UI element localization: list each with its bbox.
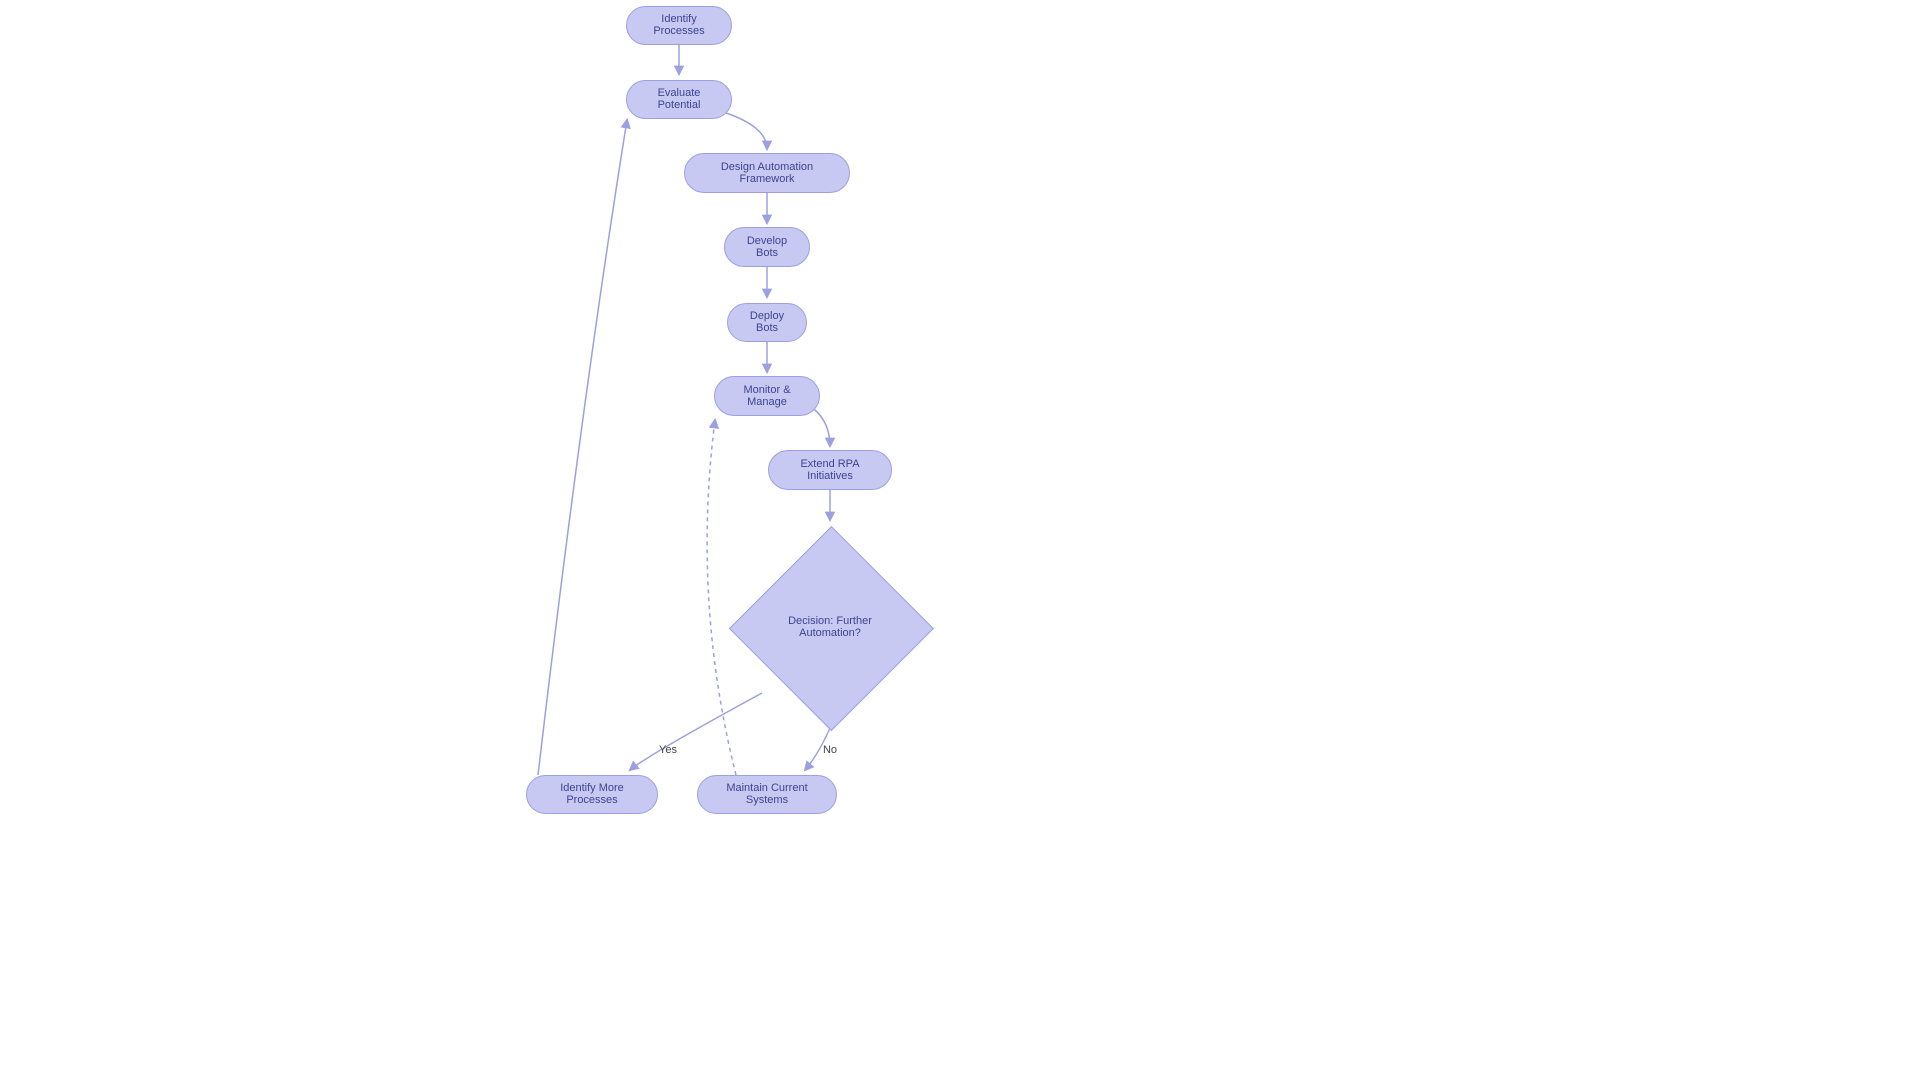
node-label: Evaluate Potential — [645, 87, 713, 111]
node-evaluate-potential: Evaluate Potential — [626, 80, 732, 119]
flowchart-canvas: Identify Processes Evaluate Potential De… — [0, 0, 1920, 1080]
node-label: Identify Processes — [645, 13, 713, 37]
node-label: Deploy Bots — [746, 310, 788, 334]
node-label: Monitor & Manage — [733, 384, 801, 408]
edge-label-yes: Yes — [648, 744, 688, 756]
node-identify-processes: Identify Processes — [626, 6, 732, 45]
node-label: Maintain Current Systems — [716, 782, 818, 806]
node-label: Extend RPA Initiatives — [787, 458, 873, 482]
node-maintain-current-systems: Maintain Current Systems — [697, 775, 837, 814]
node-label: Develop Bots — [743, 235, 791, 259]
node-label: Design Automation Framework — [703, 161, 831, 185]
node-identify-more-processes: Identify More Processes — [526, 775, 658, 814]
node-develop-bots: Develop Bots — [724, 227, 810, 267]
node-design-automation-framework: Design Automation Framework — [684, 153, 850, 193]
node-label: Decision: Further Automation? — [759, 556, 902, 699]
edge-label-no: No — [810, 744, 850, 756]
node-extend-rpa-initiatives: Extend RPA Initiatives — [768, 450, 892, 490]
node-decision-further-automation: Decision: Further Automation? — [759, 556, 902, 699]
node-monitor-manage: Monitor & Manage — [714, 376, 820, 416]
edges-layer — [0, 0, 1920, 1080]
node-label: Identify More Processes — [545, 782, 639, 806]
node-deploy-bots: Deploy Bots — [727, 303, 807, 342]
